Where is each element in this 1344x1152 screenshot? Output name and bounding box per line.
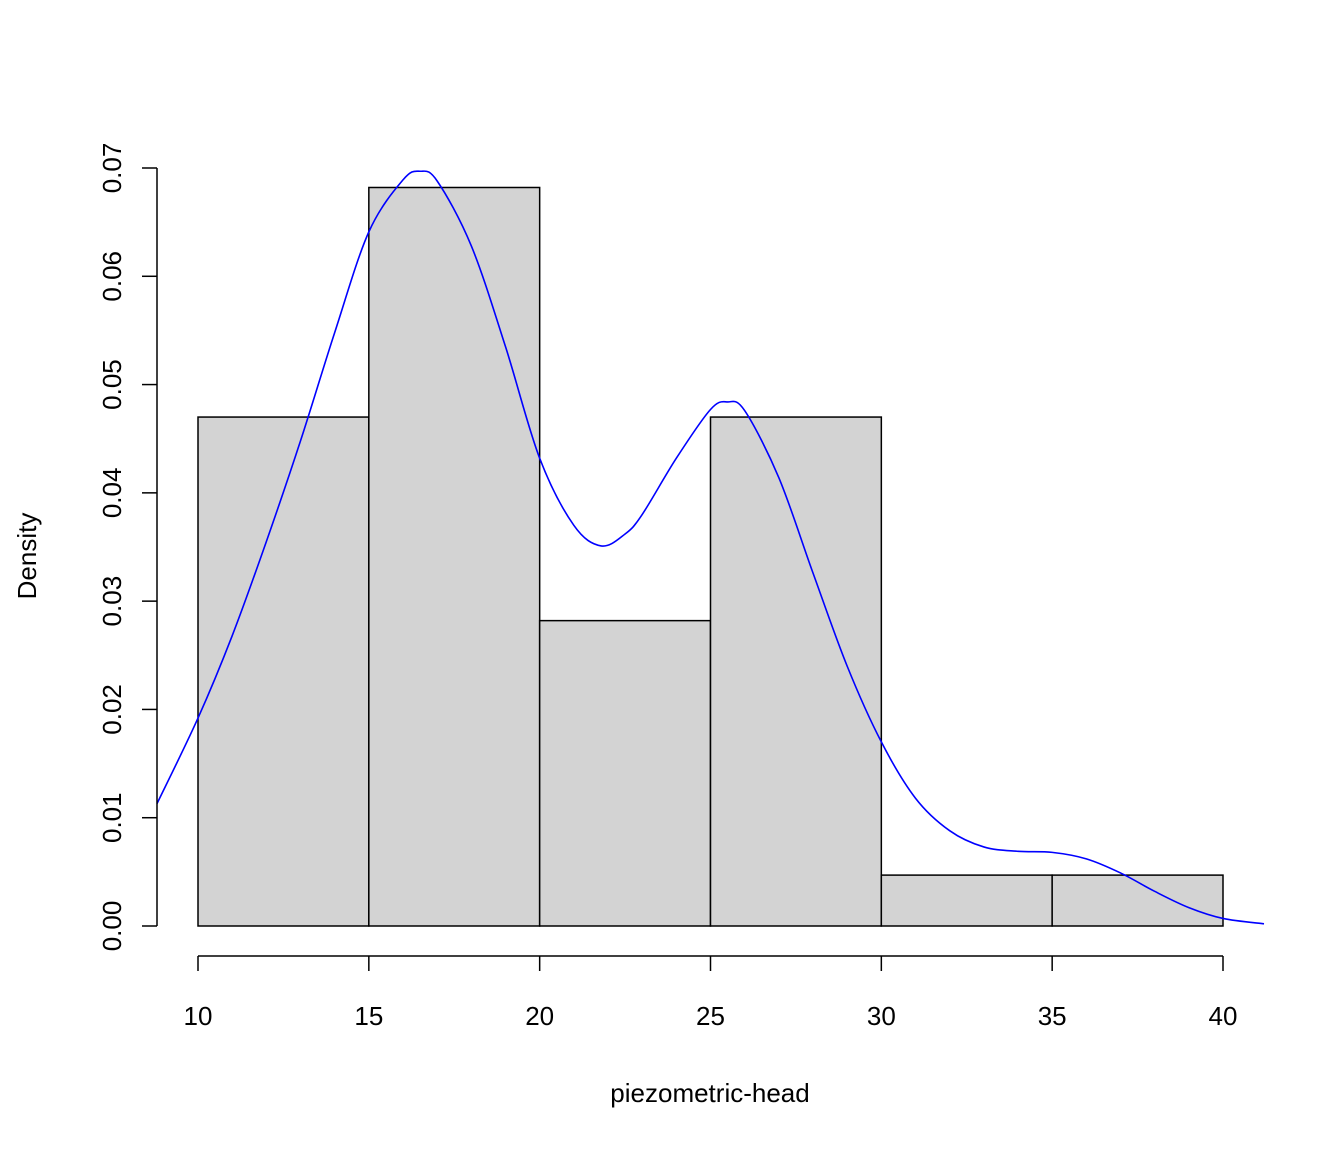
y-tick-label: 0.01 bbox=[97, 792, 127, 843]
y-tick-label: 0.04 bbox=[97, 468, 127, 519]
y-tick-label: 0.07 bbox=[97, 143, 127, 194]
x-tick-label: 30 bbox=[867, 1001, 896, 1031]
y-tick-label: 0.00 bbox=[97, 901, 127, 952]
histogram-bar-1 bbox=[197, 416, 370, 927]
histogram-bar-4 bbox=[709, 416, 883, 927]
x-tick-label: 40 bbox=[1209, 1001, 1238, 1031]
histogram-bar-3 bbox=[538, 619, 712, 927]
x-tick-label: 25 bbox=[696, 1001, 725, 1031]
y-tick-label: 0.02 bbox=[97, 684, 127, 735]
x-tick-label: 20 bbox=[525, 1001, 554, 1031]
x-tick-label: 35 bbox=[1038, 1001, 1067, 1031]
bars-group bbox=[197, 186, 1224, 927]
y-tick-label: 0.05 bbox=[97, 359, 127, 410]
density-curve bbox=[156, 170, 1265, 925]
x-axis: 10 15 20 25 30 35 40 bbox=[184, 955, 1238, 1031]
y-tick-label: 0.06 bbox=[97, 251, 127, 302]
x-tick-label: 15 bbox=[354, 1001, 383, 1031]
histogram-bar-5 bbox=[880, 874, 1053, 927]
y-axis: 0.00 0.01 0.02 0.03 0.04 0.05 0.06 0.07 bbox=[97, 143, 158, 952]
x-axis-title: piezometric-head bbox=[610, 1078, 809, 1108]
x-tick-label: 10 bbox=[184, 1001, 213, 1031]
y-tick-label: 0.03 bbox=[97, 576, 127, 627]
y-axis-title: Density bbox=[12, 513, 42, 600]
histogram-bar-2 bbox=[368, 186, 541, 927]
histogram-bar-6 bbox=[1051, 874, 1224, 927]
